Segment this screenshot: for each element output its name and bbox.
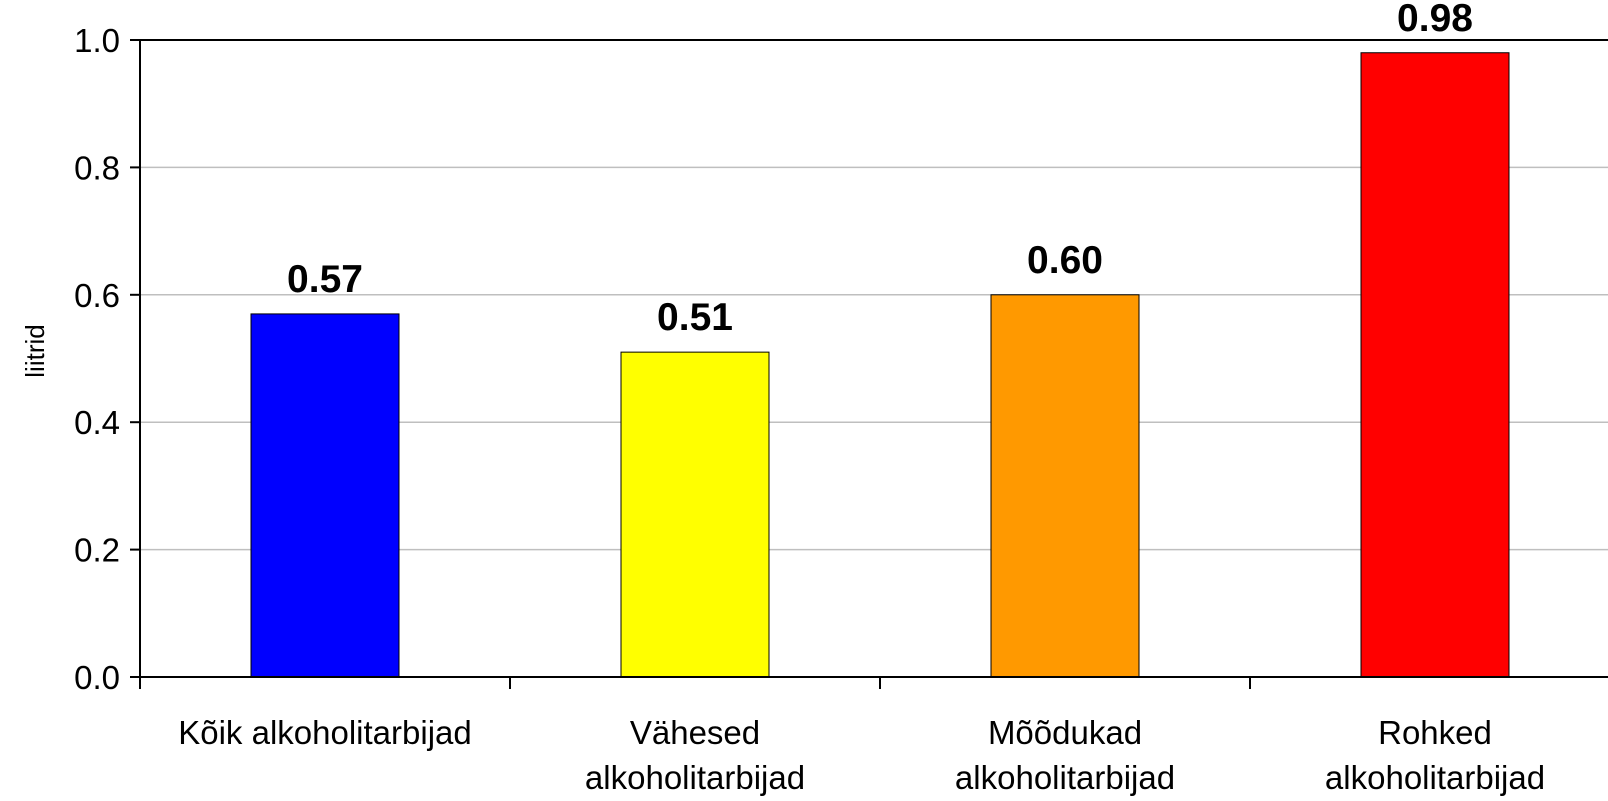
bar	[250, 313, 400, 678]
y-axis-title: liitrid	[20, 324, 50, 377]
y-axis-ticks: 0.0 0.2 0.4 0.6 0.8 1.0	[74, 22, 120, 696]
bar	[1360, 52, 1510, 678]
data-label: 0.98	[1397, 0, 1473, 40]
x-tick-label: alkoholitarbijad	[955, 759, 1175, 796]
x-tick-label: Rohked	[1378, 714, 1492, 751]
x-tick-label: alkoholitarbijad	[585, 759, 805, 796]
y-tick-label: 0.8	[74, 149, 120, 186]
x-tick-label: Mõõdukad	[988, 714, 1142, 751]
y-tick-label: 1.0	[74, 22, 120, 59]
x-tick-label: Vähesed	[630, 714, 760, 751]
bar	[990, 294, 1140, 678]
data-labels: 0.57 0.51 0.60 0.98	[287, 0, 1473, 339]
y-tick-label: 0.2	[74, 532, 120, 569]
y-tick-label: 0.4	[74, 404, 120, 441]
data-label: 0.60	[1027, 239, 1103, 282]
data-label: 0.51	[657, 296, 733, 339]
axes	[130, 39, 1608, 689]
bar	[620, 351, 770, 678]
y-tick-label: 0.0	[74, 659, 120, 696]
x-tick-label: Kõik alkoholitarbijad	[178, 714, 472, 751]
data-label: 0.57	[287, 258, 363, 301]
x-tick-label: alkoholitarbijad	[1325, 759, 1545, 796]
x-axis-labels: Kõik alkoholitarbijad Vähesed alkoholitarb…	[178, 714, 1545, 796]
bars	[250, 52, 1510, 678]
y-tick-label: 0.6	[74, 277, 120, 314]
